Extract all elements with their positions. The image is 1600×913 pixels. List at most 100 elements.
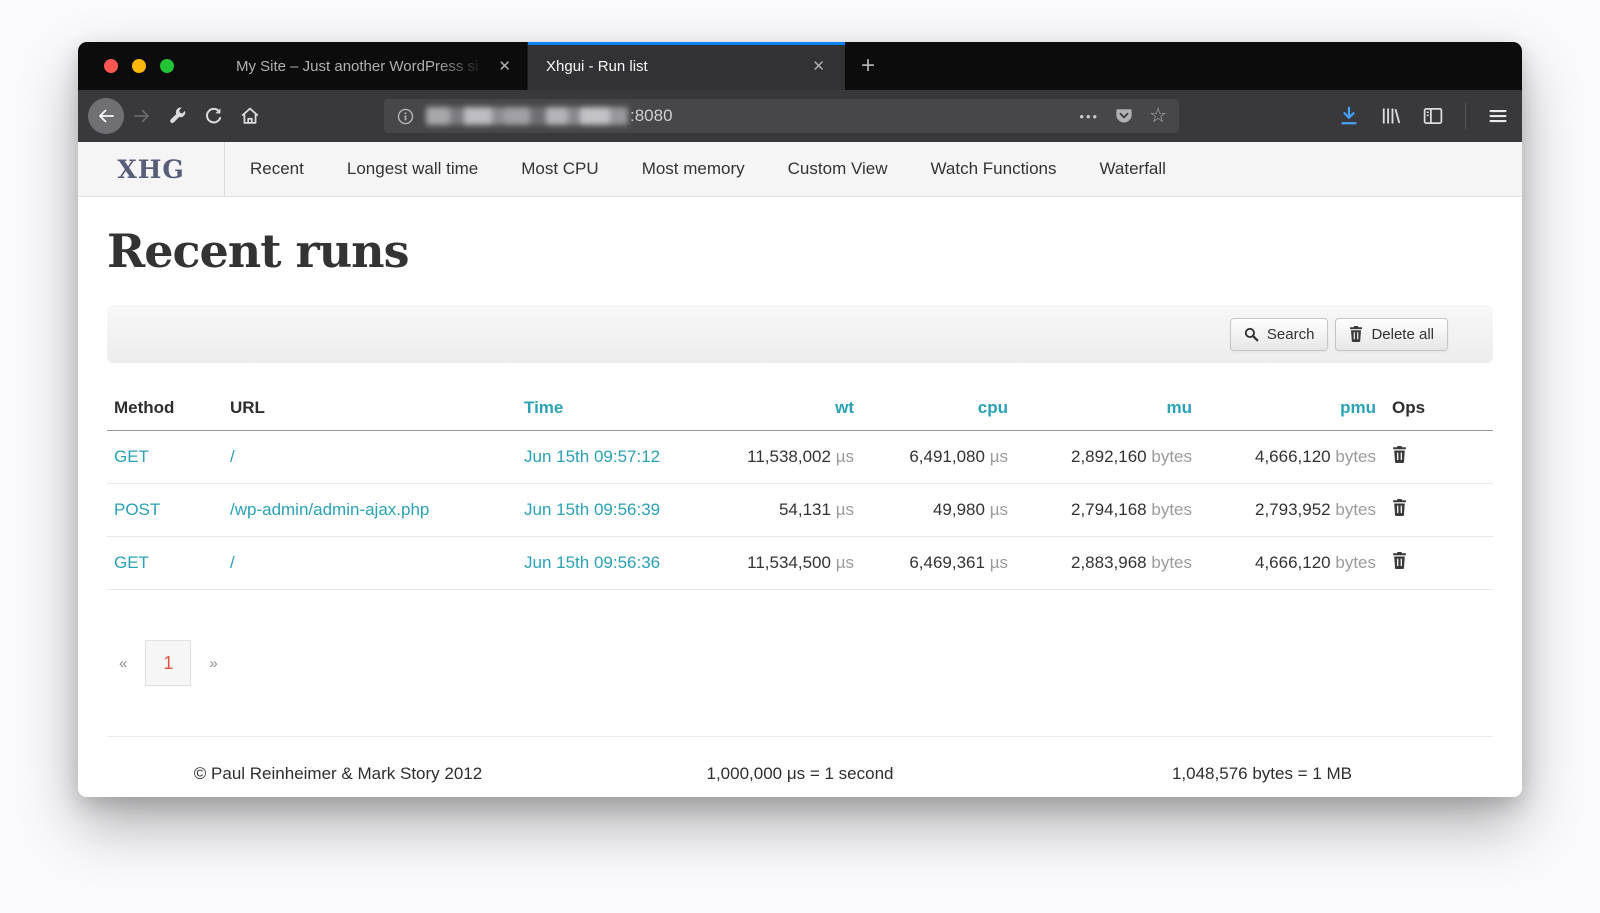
delete-run-icon[interactable] bbox=[1392, 446, 1407, 464]
tab-title: Xhgui - Run list bbox=[546, 57, 648, 75]
sidebar-toggle-icon[interactable] bbox=[1423, 106, 1443, 126]
home-icon bbox=[240, 106, 260, 126]
col-header-method: Method bbox=[107, 389, 222, 432]
col-header-time[interactable]: Time bbox=[516, 389, 660, 432]
library-icon[interactable] bbox=[1381, 106, 1401, 126]
wt-unit: µs bbox=[835, 553, 854, 573]
cpu-unit: µs bbox=[989, 553, 1008, 573]
pagination: « 1 » bbox=[119, 640, 1522, 687]
tab-close-icon[interactable]: ✕ bbox=[812, 58, 825, 75]
run-method-link[interactable]: POST bbox=[114, 500, 161, 520]
col-header-ops: Ops bbox=[1384, 389, 1493, 432]
page-content: XHG Recent Longest wall time Most CPU Mo… bbox=[78, 142, 1522, 797]
pagination-next[interactable]: » bbox=[209, 654, 218, 672]
close-window-button[interactable] bbox=[104, 59, 118, 73]
runs-table: Method URL Time wt cpu mu pmu Ops GET / … bbox=[107, 389, 1493, 591]
delete-run-icon[interactable] bbox=[1392, 499, 1407, 517]
mu-value: 2,883,968 bbox=[1070, 553, 1147, 573]
xhgui-logo[interactable]: XHG bbox=[78, 142, 225, 196]
run-method-link[interactable]: GET bbox=[114, 553, 149, 573]
mu-value: 2,892,160 bbox=[1070, 447, 1147, 467]
col-header-url: URL bbox=[222, 389, 516, 432]
reload-button[interactable] bbox=[204, 107, 223, 126]
delete-all-button[interactable]: Delete all bbox=[1335, 317, 1448, 351]
pagination-current-page[interactable]: 1 bbox=[145, 640, 192, 687]
footer-copyright: © Paul Reinheimer & Mark Story 2012 bbox=[193, 764, 483, 784]
mu-unit: bytes bbox=[1151, 447, 1192, 467]
tab-close-icon[interactable]: ✕ bbox=[498, 58, 511, 75]
mu-unit: bytes bbox=[1151, 553, 1192, 573]
delete-all-button-label: Delete all bbox=[1371, 325, 1434, 343]
nav-item-custom-view[interactable]: Custom View bbox=[787, 159, 888, 178]
back-button[interactable] bbox=[88, 98, 124, 134]
pmu-unit: bytes bbox=[1335, 500, 1376, 520]
pmu-unit: bytes bbox=[1335, 447, 1376, 467]
search-icon bbox=[1244, 327, 1259, 342]
run-time-link[interactable]: Jun 15th 09:56:39 bbox=[524, 500, 661, 520]
redacted-host bbox=[426, 106, 628, 126]
table-header-row: Method URL Time wt cpu mu pmu Ops bbox=[107, 389, 1493, 432]
traffic-lights bbox=[78, 42, 228, 90]
back-arrow-icon bbox=[96, 106, 116, 126]
nav-item-recent[interactable]: Recent bbox=[250, 159, 304, 178]
trash-icon bbox=[1349, 326, 1363, 343]
col-header-wt[interactable]: wt bbox=[660, 389, 862, 432]
site-info-icon[interactable] bbox=[397, 108, 414, 125]
cpu-unit: µs bbox=[989, 500, 1008, 520]
run-url-link[interactable]: / bbox=[230, 447, 235, 467]
zoom-window-button[interactable] bbox=[160, 59, 174, 73]
reload-icon bbox=[204, 107, 223, 126]
home-button[interactable] bbox=[240, 106, 260, 126]
xhgui-nav: Recent Longest wall time Most CPU Most m… bbox=[250, 142, 1166, 196]
run-url-link[interactable]: / bbox=[230, 553, 235, 573]
tab-bar: My Site – Just another WordPress si ✕ Xh… bbox=[78, 42, 1522, 90]
forward-button[interactable] bbox=[132, 106, 152, 126]
pmu-value: 4,666,120 bbox=[1254, 447, 1331, 467]
new-tab-button[interactable]: + bbox=[861, 52, 876, 79]
wt-value: 11,538,002 bbox=[747, 447, 831, 467]
pocket-icon[interactable] bbox=[1115, 107, 1133, 125]
minimize-window-button[interactable] bbox=[132, 59, 146, 73]
devtools-button[interactable] bbox=[169, 107, 187, 125]
pagination-prev[interactable]: « bbox=[119, 654, 128, 672]
table-row: POST /wp-admin/admin-ajax.php Jun 15th 0… bbox=[107, 483, 1493, 538]
wt-unit: µs bbox=[835, 500, 854, 520]
tab-wordpress-site[interactable]: My Site – Just another WordPress si ✕ bbox=[228, 42, 528, 90]
downloads-icon[interactable] bbox=[1339, 106, 1359, 126]
wt-unit: µs bbox=[835, 447, 854, 467]
cpu-value: 6,469,361 bbox=[909, 553, 985, 573]
nav-item-most-cpu[interactable]: Most CPU bbox=[521, 159, 599, 178]
col-header-mu[interactable]: mu bbox=[1016, 389, 1200, 432]
cpu-value: 6,491,080 bbox=[909, 447, 985, 467]
page-title: Recent runs bbox=[107, 224, 410, 278]
run-method-link[interactable]: GET bbox=[114, 447, 149, 467]
menu-hamburger-icon[interactable] bbox=[1488, 106, 1508, 126]
search-button-label: Search bbox=[1266, 325, 1315, 343]
col-header-pmu[interactable]: pmu bbox=[1200, 389, 1384, 432]
run-time-link[interactable]: Jun 15th 09:56:36 bbox=[524, 553, 661, 573]
pmu-value: 2,793,952 bbox=[1254, 500, 1331, 520]
url-port-text: :8080 bbox=[630, 106, 673, 125]
nav-item-longest-wall-time[interactable]: Longest wall time bbox=[346, 159, 479, 178]
toolbar-separator bbox=[1465, 103, 1466, 129]
address-bar[interactable]: :8080 ••• ☆ bbox=[384, 99, 1179, 133]
actions-bar: Search Delete all bbox=[107, 305, 1493, 364]
tab-xhgui-run-list[interactable]: Xhgui - Run list ✕ bbox=[528, 42, 845, 90]
xhgui-header: XHG Recent Longest wall time Most CPU Mo… bbox=[78, 142, 1522, 197]
cpu-unit: µs bbox=[989, 447, 1008, 467]
wt-value: 54,131 bbox=[778, 500, 831, 520]
bookmark-star-icon[interactable]: ☆ bbox=[1149, 105, 1167, 127]
search-button[interactable]: Search bbox=[1229, 317, 1329, 351]
nav-item-watch-functions[interactable]: Watch Functions bbox=[930, 159, 1057, 178]
run-url-link[interactable]: /wp-admin/admin-ajax.php bbox=[230, 500, 430, 520]
nav-item-waterfall[interactable]: Waterfall bbox=[1099, 159, 1166, 178]
nav-item-most-memory[interactable]: Most memory bbox=[641, 159, 745, 178]
table-row: GET / Jun 15th 09:57:12 11,538,002 µs 6,… bbox=[107, 430, 1493, 485]
delete-run-icon[interactable] bbox=[1392, 552, 1407, 570]
footer-us-note: 1,000,000 μs = 1 second bbox=[706, 764, 894, 784]
col-header-cpu[interactable]: cpu bbox=[862, 389, 1016, 432]
run-time-link[interactable]: Jun 15th 09:57:12 bbox=[524, 447, 661, 467]
page-actions-icon[interactable]: ••• bbox=[1079, 108, 1100, 124]
browser-toolbar: :8080 ••• ☆ bbox=[78, 90, 1522, 142]
tab-title: My Site – Just another WordPress si bbox=[236, 57, 479, 75]
